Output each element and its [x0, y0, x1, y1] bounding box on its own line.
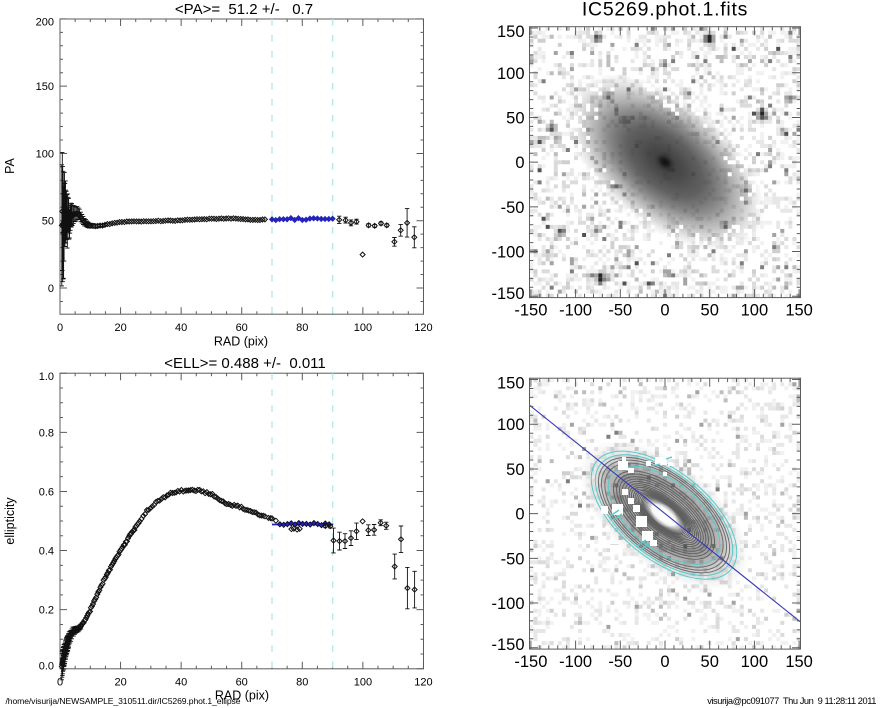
svg-text:0: 0: [660, 302, 669, 320]
svg-text:150: 150: [497, 23, 525, 41]
svg-text:-50: -50: [608, 302, 632, 320]
svg-text:120: 120: [414, 677, 432, 689]
svg-text:50: 50: [701, 653, 719, 671]
svg-text:0.4: 0.4: [39, 546, 54, 558]
svg-text:50: 50: [506, 461, 524, 479]
svg-text:100: 100: [497, 416, 525, 434]
svg-text:100: 100: [741, 653, 769, 671]
svg-text:-50: -50: [501, 199, 525, 217]
svg-text:0.6: 0.6: [39, 486, 54, 498]
svg-text:-150: -150: [491, 636, 524, 654]
svg-text:1.0: 1.0: [39, 371, 54, 383]
svg-text:0: 0: [660, 653, 669, 671]
svg-text:50: 50: [506, 110, 524, 128]
svg-text:RAD (pix): RAD (pix): [214, 335, 268, 349]
svg-text:20: 20: [114, 677, 126, 689]
svg-text:-100: -100: [559, 653, 592, 671]
svg-text:<ELL>= 0.488 +/- 0.011: <ELL>= 0.488 +/- 0.011: [164, 355, 326, 372]
svg-text:80: 80: [296, 677, 308, 689]
svg-text:50: 50: [701, 302, 719, 320]
svg-text:150: 150: [497, 375, 525, 393]
svg-text:0.8: 0.8: [39, 427, 54, 439]
svg-text:RAD (pix): RAD (pix): [215, 689, 269, 703]
svg-text:visurija@pc091077 Thu Jun 9: visurija@pc091077 Thu Jun 9 11:28:11 201…: [707, 696, 876, 706]
svg-text:200: 200: [36, 17, 54, 29]
svg-text:-150: -150: [514, 302, 547, 320]
svg-text:/home/visurija/NEWSAMPLE_31051: /home/visurija/NEWSAMPLE_310511.dir/IC52…: [6, 696, 241, 706]
svg-text:150: 150: [36, 81, 54, 93]
svg-text:80: 80: [296, 322, 308, 334]
svg-text:-100: -100: [559, 302, 592, 320]
svg-text:100: 100: [354, 677, 372, 689]
svg-text:0.2: 0.2: [39, 605, 54, 617]
svg-text:100: 100: [741, 302, 769, 320]
svg-text:ellipticity: ellipticity: [3, 497, 17, 545]
svg-text:40: 40: [175, 677, 187, 689]
svg-text:60: 60: [236, 322, 248, 334]
svg-text:0: 0: [57, 677, 63, 689]
svg-text:PA: PA: [3, 157, 17, 173]
svg-text:50: 50: [42, 216, 54, 228]
svg-text:-150: -150: [514, 653, 547, 671]
svg-text:100: 100: [36, 149, 54, 161]
svg-text:<PA>= 51.2 +/- 0.7: <PA>= 51.2 +/- 0.7: [175, 1, 313, 18]
svg-text:-100: -100: [491, 595, 524, 613]
svg-text:0: 0: [515, 506, 524, 524]
svg-text:100: 100: [354, 322, 372, 334]
svg-text:40: 40: [175, 322, 187, 334]
svg-text:-50: -50: [608, 653, 632, 671]
svg-text:120: 120: [414, 322, 432, 334]
svg-text:60: 60: [236, 677, 248, 689]
svg-text:0: 0: [515, 154, 524, 172]
svg-text:IC5269.phot.1.fits: IC5269.phot.1.fits: [582, 0, 748, 21]
svg-text:150: 150: [785, 653, 813, 671]
svg-text:-150: -150: [491, 285, 524, 303]
svg-text:0.0: 0.0: [39, 661, 54, 673]
svg-text:150: 150: [785, 302, 813, 320]
svg-text:0: 0: [57, 322, 63, 334]
svg-text:0: 0: [48, 283, 54, 295]
svg-text:20: 20: [114, 322, 126, 334]
svg-text:-50: -50: [501, 550, 525, 568]
svg-text:-100: -100: [491, 244, 524, 262]
svg-text:100: 100: [497, 65, 525, 83]
